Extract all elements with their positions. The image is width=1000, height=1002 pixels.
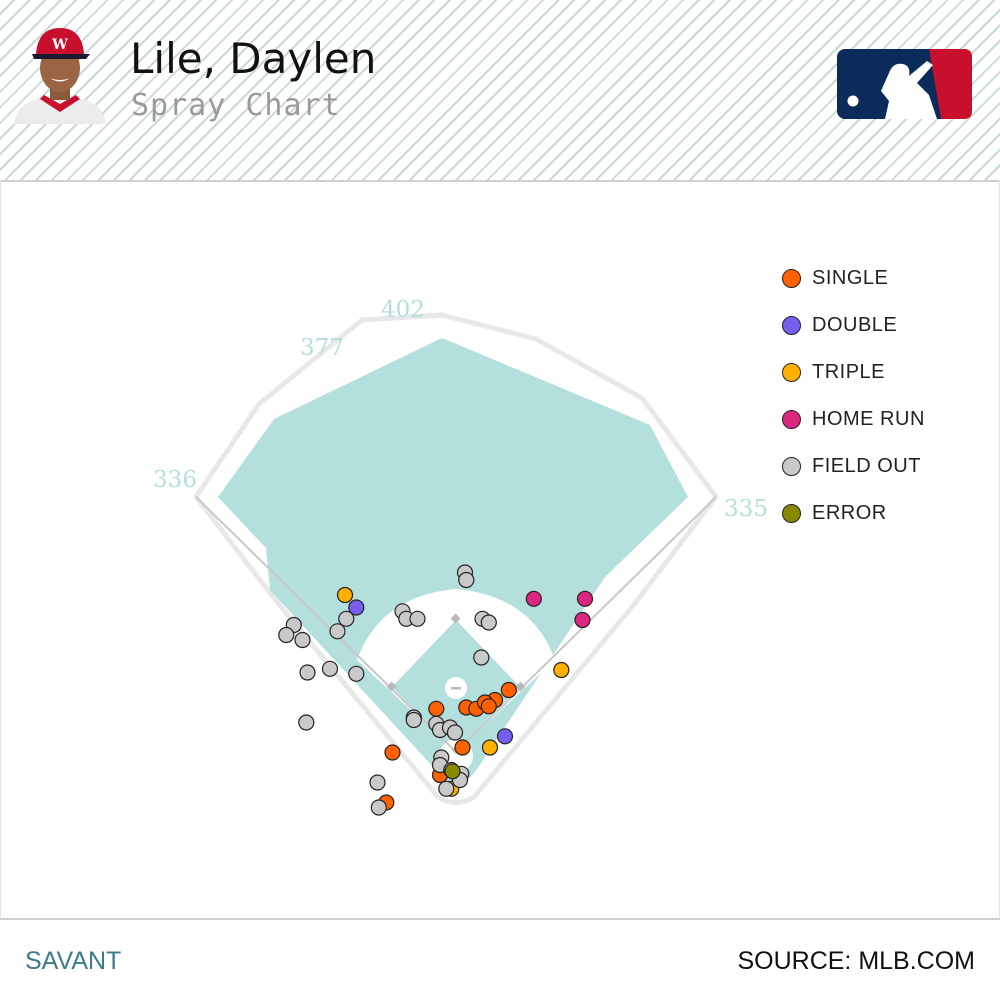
hit-point-triple[interactable] xyxy=(553,661,570,679)
legend-swatch-error xyxy=(782,504,801,523)
page-title: Lile, Daylen xyxy=(130,34,377,83)
source-label: SOURCE: MLB.COM xyxy=(737,947,975,975)
chart-subtitle: Spray Chart xyxy=(131,88,341,123)
fence-label-left-field: 336 xyxy=(153,467,197,493)
legend-label-triple: TRIPLE xyxy=(812,361,886,383)
hit-point-single[interactable] xyxy=(500,681,517,699)
hit-point-field-out[interactable] xyxy=(458,571,475,589)
mlb-logo xyxy=(837,49,972,119)
legend-item-single: SINGLE xyxy=(782,255,925,302)
hit-point-field-out[interactable] xyxy=(278,626,295,644)
hit-point-field-out[interactable] xyxy=(405,711,422,729)
hit-point-double[interactable] xyxy=(348,599,365,616)
hit-point-home-run[interactable] xyxy=(574,611,591,629)
fence-label-center: 402 xyxy=(381,297,425,323)
legend-item-triple: TRIPLE xyxy=(782,349,925,396)
hit-point-single[interactable] xyxy=(480,698,497,715)
hit-point-field-out[interactable] xyxy=(338,610,355,627)
legend-swatch-home-run xyxy=(782,410,801,429)
legend-swatch-single xyxy=(782,269,801,288)
legend-item-field-out: FIELD OUT xyxy=(782,443,925,490)
hit-point-single[interactable] xyxy=(454,739,471,756)
player-headshot: W xyxy=(14,28,106,124)
legend-label-field-out: FIELD OUT xyxy=(812,455,921,477)
hit-point-triple[interactable] xyxy=(481,739,499,756)
hit-point-field-out[interactable] xyxy=(409,610,426,627)
hit-point-field-out[interactable] xyxy=(370,799,387,816)
fence-label-right-field: 335 xyxy=(724,496,768,522)
hit-point-field-out[interactable] xyxy=(473,649,490,666)
legend-swatch-double xyxy=(782,316,801,335)
hit-point-field-out[interactable] xyxy=(329,623,346,640)
hit-point-double[interactable] xyxy=(496,728,514,745)
spray-chart: 336 377 402 335 xyxy=(153,297,768,816)
hit-points xyxy=(278,564,594,816)
legend-label-error: ERROR xyxy=(812,502,887,524)
legend-item-error: ERROR xyxy=(782,490,925,537)
second-base xyxy=(450,613,461,624)
legend-swatch-triple xyxy=(782,363,801,382)
hit-point-single[interactable] xyxy=(428,700,445,717)
savant-link[interactable]: SAVANT xyxy=(25,947,122,975)
hit-point-field-out[interactable] xyxy=(298,714,315,731)
legend-swatch-field-out xyxy=(782,457,801,476)
legend-label-single: SINGLE xyxy=(812,267,889,289)
legend-item-home-run: HOME RUN xyxy=(782,396,925,443)
hit-point-field-out[interactable] xyxy=(294,631,311,649)
hit-point-field-out[interactable] xyxy=(369,774,386,791)
pitchers-rubber xyxy=(451,687,461,690)
svg-text:W: W xyxy=(51,37,68,53)
hit-point-field-out[interactable] xyxy=(299,664,316,681)
first-base xyxy=(515,681,526,692)
third-base xyxy=(386,681,397,692)
legend-item-double: DOUBLE xyxy=(782,302,925,349)
outfield-grass xyxy=(218,338,688,785)
hit-point-home-run[interactable] xyxy=(525,590,542,607)
hit-point-field-out[interactable] xyxy=(480,614,497,631)
legend: SINGLE DOUBLE TRIPLE HOME RUN FIELD OUT … xyxy=(782,255,925,537)
hit-point-home-run[interactable] xyxy=(576,590,594,607)
fence-label-left-center: 377 xyxy=(300,335,344,361)
hit-point-field-out[interactable] xyxy=(438,780,455,797)
legend-label-home-run: HOME RUN xyxy=(812,408,925,430)
hit-point-field-out[interactable] xyxy=(446,724,464,741)
hit-point-error[interactable] xyxy=(444,763,461,780)
header-banner: W Lile, Daylen Spray Chart xyxy=(0,0,1000,182)
hit-point-field-out[interactable] xyxy=(321,660,339,677)
hit-point-triple[interactable] xyxy=(336,586,354,604)
legend-label-double: DOUBLE xyxy=(812,314,898,336)
footer xyxy=(0,918,1000,1002)
hit-point-field-out[interactable] xyxy=(348,665,365,682)
hit-point-single[interactable] xyxy=(384,744,401,761)
